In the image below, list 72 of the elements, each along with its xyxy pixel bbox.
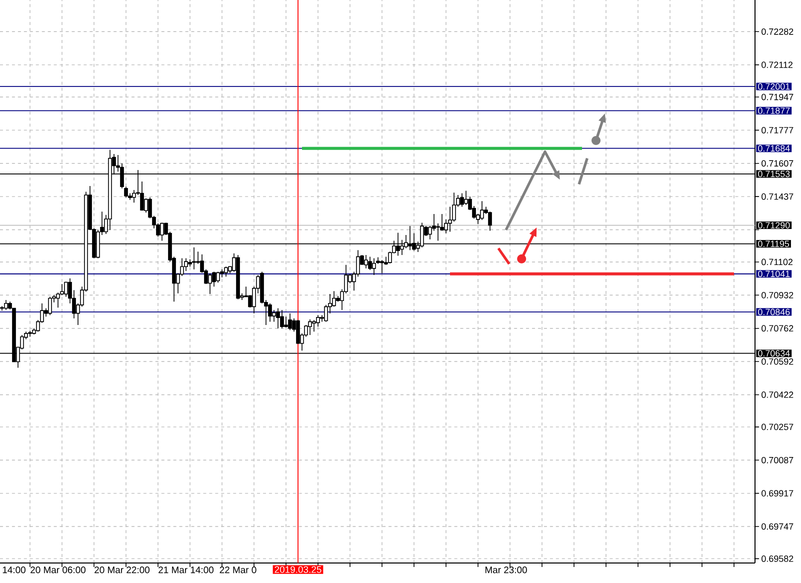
y-tick-label: 0.69917 <box>762 490 794 496</box>
candlestick <box>448 206 452 232</box>
ref-line-label: 0.71877 <box>758 108 790 114</box>
y-tick-label: 0.70422 <box>762 392 794 398</box>
y-tick-label: 0.70592 <box>762 358 794 365</box>
y-tick-label: 0.70257 <box>762 424 794 430</box>
candlestick <box>64 282 68 298</box>
candlestick <box>188 258 192 268</box>
y-tick-label: 0.71607 <box>762 160 794 167</box>
candlestick <box>316 314 320 327</box>
ref-line-label: 0.70846 <box>758 308 790 316</box>
y-tick-label: 0.70087 <box>762 456 794 464</box>
candlestick <box>488 211 492 232</box>
candlestick <box>324 304 328 322</box>
x-tick-label: 21 Mar 14:00 <box>158 566 214 574</box>
y-tick-label: 0.71777 <box>762 127 794 134</box>
y-tick-label: 0.70762 <box>762 325 794 332</box>
y-tick-label: 0.71102 <box>762 258 792 266</box>
candlestick <box>224 266 228 278</box>
candlestick <box>332 290 336 308</box>
x-tick-label: 2019.03.25 <box>274 566 322 573</box>
ref-line-label: 0.71041 <box>758 270 790 278</box>
candlestick <box>184 258 188 272</box>
y-tick-label: 0.70932 <box>762 292 794 298</box>
ref-line-label: 0.71290 <box>758 222 790 228</box>
candlestick <box>460 192 464 208</box>
candlestick <box>212 271 216 287</box>
candlestick <box>140 181 144 210</box>
candlestick <box>28 330 32 338</box>
candlestick <box>428 226 432 240</box>
candlestick <box>452 192 456 222</box>
ref-line-label: 0.71553 <box>758 170 790 178</box>
y-tick-label: 0.71437 <box>762 193 794 200</box>
x-tick-label: 20 Mar 06:00 <box>30 566 86 574</box>
x-tick-label: 14:00 <box>2 566 26 574</box>
candlestick <box>464 190 468 206</box>
candlestick <box>60 284 64 296</box>
candlestick <box>4 300 8 310</box>
candlestick <box>132 190 136 204</box>
ref-line-label: 0.70634 <box>758 350 790 357</box>
candlestick <box>408 226 412 250</box>
candlestick <box>308 318 312 336</box>
y-tick-label: 0.69582 <box>762 556 794 562</box>
candlestick <box>208 272 212 294</box>
candlestick <box>236 254 240 300</box>
y-tick-label: 0.72112 <box>762 62 792 68</box>
x-tick-label: 20 Mar 22:00 <box>94 566 150 574</box>
x-tick-label: 22 Mar 0 <box>220 566 256 574</box>
candlestick <box>364 254 368 269</box>
candlestick <box>372 258 376 276</box>
candlestick <box>268 302 272 322</box>
y-tick-label: 0.72282 <box>762 28 794 35</box>
candlestick <box>312 320 316 332</box>
ref-line-label: 0.72001 <box>758 83 790 90</box>
candlestick <box>280 310 284 329</box>
ref-line-label: 0.71684 <box>758 145 790 152</box>
candlestick <box>220 268 224 278</box>
candlestick <box>192 246 196 270</box>
candlestick <box>288 312 292 331</box>
y-tick-label: 0.69747 <box>762 523 794 530</box>
candlestick <box>380 260 384 274</box>
candlestick <box>48 296 52 316</box>
x-tick-label: Mar 23:00 <box>485 566 527 574</box>
candlestick <box>160 222 164 242</box>
ref-line-label: 0.71195 <box>758 240 790 247</box>
candlestick <box>276 308 280 329</box>
candlestick <box>284 316 288 328</box>
candlestick <box>56 292 60 308</box>
candlestick <box>480 200 484 220</box>
candlestick <box>216 271 220 284</box>
y-tick-label: 0.71947 <box>762 94 794 100</box>
candlestick <box>260 271 264 304</box>
